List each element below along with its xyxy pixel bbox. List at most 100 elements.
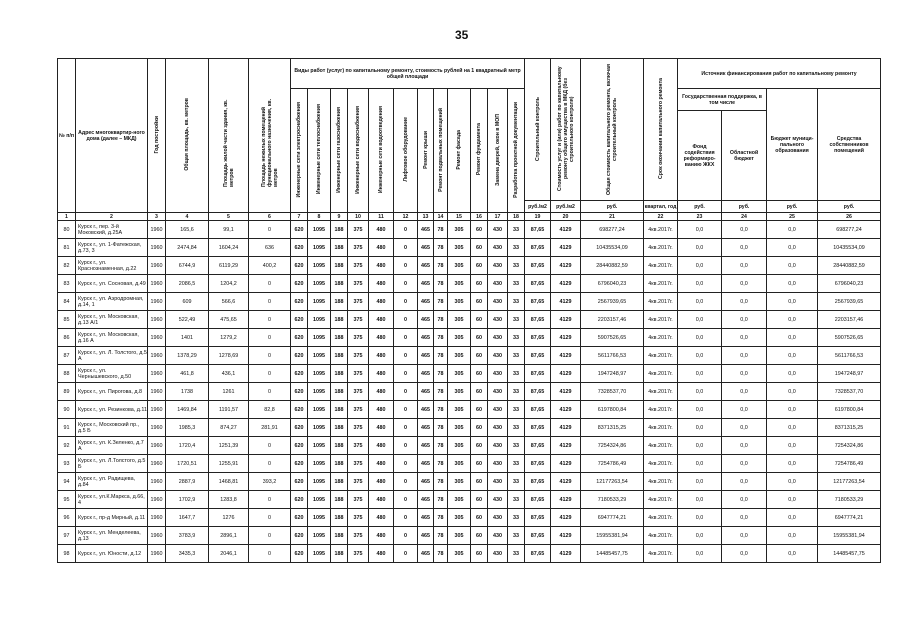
- table-cell: 1720,4: [165, 436, 209, 455]
- table-cell: 4129: [550, 292, 582, 311]
- table-cell: 33: [506, 292, 526, 311]
- table-cell: 0,0: [677, 418, 723, 437]
- column-number: 7: [290, 212, 308, 221]
- table-cell: 305: [447, 328, 471, 347]
- column-number: 18: [506, 212, 526, 221]
- table-cell: 480: [368, 490, 394, 509]
- column-number: 9: [330, 212, 348, 221]
- address-cell: Курск г., ул. Радищева, д.84: [75, 472, 148, 491]
- table-cell: 3435,3: [165, 544, 209, 563]
- table-cell: 33: [506, 436, 526, 455]
- table-cell: 0: [248, 454, 291, 473]
- table-cell: 78: [433, 274, 448, 293]
- table-cell: 0: [393, 328, 418, 347]
- table-cell: 4кв.2017г.: [643, 328, 679, 347]
- table-cell: 188: [330, 490, 348, 509]
- table-cell: 1095: [307, 382, 331, 401]
- table-cell: 4кв.2017г.: [643, 274, 679, 293]
- table-cell: 60: [470, 328, 488, 347]
- table-cell: 7254324,86: [817, 436, 882, 455]
- table-cell: 375: [347, 400, 369, 419]
- table-cell: 0,0: [766, 310, 819, 329]
- table-cell: 78: [433, 238, 448, 257]
- table-cell: 2567939,65: [817, 292, 882, 311]
- table-cell: 1960: [147, 544, 166, 563]
- table-cell: 60: [470, 274, 488, 293]
- table-cell: 375: [347, 220, 369, 239]
- table-cell: 0,0: [721, 400, 768, 419]
- table-cell: 4кв.2017г.: [643, 364, 679, 383]
- table-cell: 6197800,84: [580, 400, 645, 419]
- table-cell: 480: [368, 346, 394, 365]
- table-cell: 87,65: [524, 418, 552, 437]
- table-cell: 0,0: [766, 292, 819, 311]
- table-cell: 78: [433, 490, 448, 509]
- table-cell: 1960: [147, 274, 166, 293]
- table-cell: 0: [248, 436, 291, 455]
- table-cell: 465: [417, 418, 434, 437]
- unit-25: руб.: [766, 200, 819, 213]
- table-cell: 465: [417, 238, 434, 257]
- header-basement: Ремонт подвальных помещений: [433, 88, 448, 213]
- table-row: 94 Курск г., ул. Радищева, д.84 1960 2887,9…: [57, 472, 882, 491]
- table-cell: 4кв.2017г.: [643, 346, 679, 365]
- table-cell: 4129: [550, 220, 582, 239]
- table-cell: 33: [506, 472, 526, 491]
- table-cell: 0: [248, 382, 291, 401]
- table-cell: 0,0: [721, 436, 768, 455]
- table-cell: 0,0: [677, 508, 723, 527]
- table-cell: 0: [393, 310, 418, 329]
- table-cell: 1702,9: [165, 490, 209, 509]
- table-cell: 3783,9: [165, 526, 209, 545]
- table-cell: 33: [506, 508, 526, 527]
- table-cell: 188: [330, 418, 348, 437]
- table-cell: 33: [506, 220, 526, 239]
- column-number-row: 1 2 3 4 5 6 7 8 9 10 11 12 13 14 15 16 17 18 19 20 21 22 23 24 2…: [57, 212, 882, 221]
- table-cell: 60: [470, 544, 488, 563]
- table-cell: 1191,57: [208, 400, 249, 419]
- table-cell: 4кв.2017г.: [643, 292, 679, 311]
- table-cell: 465: [417, 544, 434, 563]
- row-number-cell: 94: [57, 472, 76, 491]
- table-cell: 6197800,84: [817, 400, 882, 419]
- table-cell: 14485457,75: [580, 544, 645, 563]
- table-cell: 305: [447, 274, 471, 293]
- table-cell: 698277,24: [580, 220, 645, 239]
- table-cell: 465: [417, 256, 434, 275]
- table-cell: 1469,84: [165, 400, 209, 419]
- table-cell: 0,0: [721, 310, 768, 329]
- table-cell: 620: [290, 418, 308, 437]
- table-cell: 4129: [550, 382, 582, 401]
- column-number: 15: [447, 212, 471, 221]
- header-total-area: Общая площадь, кв. метров: [165, 58, 209, 213]
- table-cell: 620: [290, 328, 308, 347]
- table-cell: 188: [330, 238, 348, 257]
- table-cell: 0,0: [721, 274, 768, 293]
- table-cell: 1647,7: [165, 508, 209, 527]
- column-number: 2: [75, 212, 148, 221]
- table-cell: 620: [290, 238, 308, 257]
- table-cell: 874,27: [208, 418, 249, 437]
- table-cell: 87,65: [524, 310, 552, 329]
- table-cell: 188: [330, 472, 348, 491]
- table-cell: 60: [470, 400, 488, 419]
- table-cell: 0: [393, 382, 418, 401]
- table-cell: 430: [487, 292, 508, 311]
- row-number-cell: 81: [57, 238, 76, 257]
- table-cell: 0,0: [766, 328, 819, 347]
- table-cell: 188: [330, 274, 348, 293]
- table-row: 93 Курск г., ул. Л.Толстого, д.5 Б 1960 172…: [57, 454, 882, 473]
- table-cell: 0,0: [766, 418, 819, 437]
- table-row: 83 Курск г., ул. Сосновая, д.49 1960 2086,5…: [57, 274, 882, 293]
- table-cell: 2086,5: [165, 274, 209, 293]
- table-cell: 87,65: [524, 346, 552, 365]
- table-cell: 2046,1: [208, 544, 249, 563]
- header-doors-windows: Замена дверей, окон в МОП: [487, 88, 508, 213]
- table-cell: 620: [290, 490, 308, 509]
- address-cell: Курск г., ул. Юности, д.12: [75, 544, 148, 563]
- table-cell: 375: [347, 544, 369, 563]
- table-cell: 305: [447, 310, 471, 329]
- table-cell: 305: [447, 454, 471, 473]
- table-cell: 8371315,25: [580, 418, 645, 437]
- table-cell: 7328537,70: [580, 382, 645, 401]
